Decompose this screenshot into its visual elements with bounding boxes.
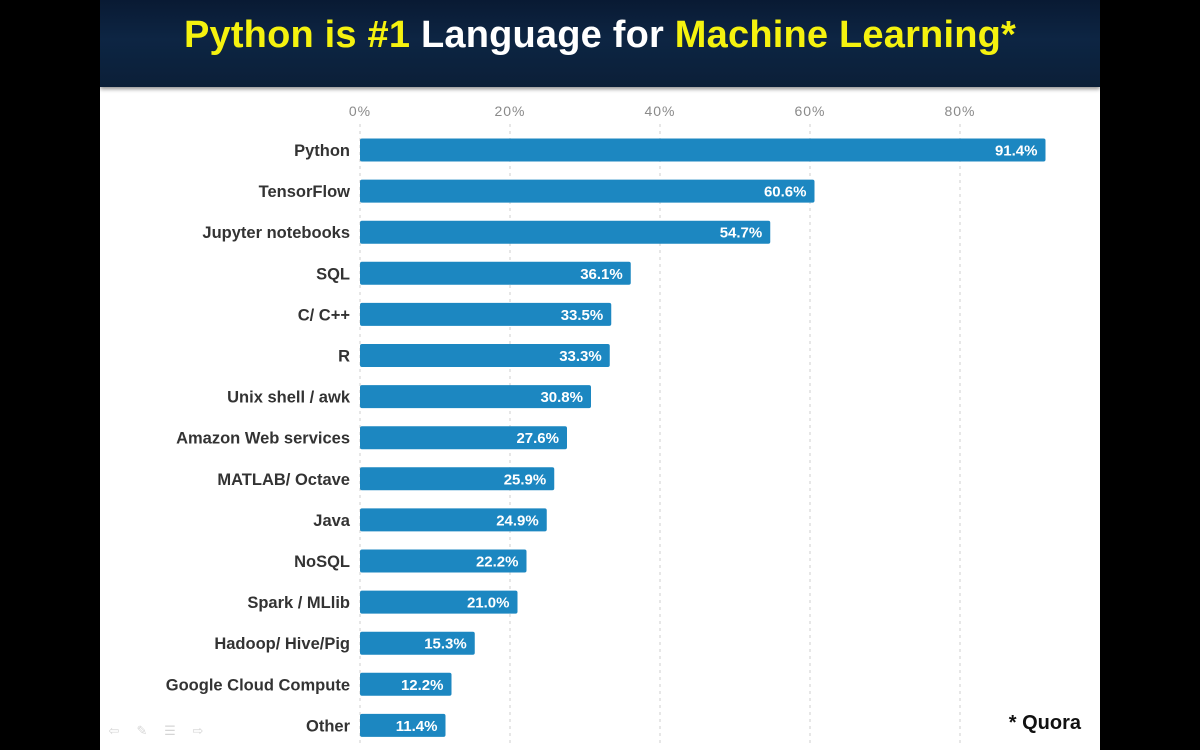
category-label: Hadoop/ Hive/Pig	[214, 635, 350, 653]
category-label: Jupyter notebooks	[202, 224, 350, 242]
slide-controls: ⇦ ✎ ☰ ⇨	[106, 724, 206, 740]
category-label: Unix shell / awk	[227, 389, 351, 407]
bar	[360, 467, 555, 491]
prev-slide-icon[interactable]: ⇦	[108, 723, 120, 738]
bar	[360, 138, 1046, 162]
category-label: C/ C++	[298, 306, 350, 324]
bar	[360, 672, 452, 696]
value-label: 22.2%	[476, 554, 519, 571]
next-slide-icon[interactable]: ⇨	[192, 723, 204, 738]
category-label: SQL	[316, 265, 350, 283]
value-label: 30.8%	[540, 389, 583, 406]
category-label: NoSQL	[294, 553, 350, 571]
category-label: TensorFlow	[259, 183, 351, 201]
category-label: MATLAB/ Octave	[217, 471, 350, 489]
slide: Python is #1 Language for Machine Learni…	[100, 0, 1100, 750]
value-label: 60.6%	[764, 184, 807, 201]
value-label: 54.7%	[720, 225, 763, 242]
category-label: Google Cloud Compute	[166, 676, 350, 694]
bar	[360, 302, 612, 326]
source-note: * Quora	[1008, 712, 1081, 734]
bar-chart: 0% 20% 40% 60% 80% Python 91.4% TensorFlow 60.6%…	[166, 103, 1046, 745]
value-label: 21.0%	[467, 595, 510, 612]
x-tick-label: 60%	[794, 103, 825, 119]
value-label: 11.4%	[396, 718, 438, 735]
bar	[360, 385, 591, 409]
title-banner: Python is #1 Language for Machine Learni…	[100, 0, 1100, 87]
title-part-1: Python is #1	[183, 14, 411, 56]
value-label: 15.3%	[424, 636, 467, 653]
menu-icon[interactable]: ☰	[164, 723, 176, 738]
bar	[360, 508, 547, 532]
bar	[360, 590, 518, 614]
bar	[360, 713, 446, 737]
value-label: 12.2%	[401, 677, 444, 694]
category-label: Java	[313, 512, 351, 530]
slide-title: Python is #1 Language for Machine Learni…	[100, 14, 1100, 57]
bar	[360, 426, 567, 450]
bar	[360, 631, 475, 655]
category-label: Other	[306, 717, 351, 735]
category-label: Python	[294, 142, 350, 160]
bar	[360, 344, 610, 367]
x-tick-label: 0%	[349, 103, 371, 119]
value-label: 24.9%	[496, 512, 539, 529]
category-label: Amazon Web services	[176, 430, 350, 448]
bar	[360, 261, 631, 285]
bar	[360, 179, 815, 203]
x-tick-label: 20%	[494, 103, 525, 119]
category-label: R	[338, 348, 350, 366]
value-label: 91.4%	[995, 143, 1038, 160]
value-label: 25.9%	[504, 471, 547, 488]
value-label: 33.3%	[559, 348, 602, 365]
x-tick-label: 80%	[944, 103, 975, 119]
pen-icon[interactable]: ✎	[136, 723, 148, 738]
value-label: 33.5%	[561, 307, 604, 324]
bar	[360, 220, 771, 244]
x-tick-label: 40%	[644, 103, 675, 119]
category-label: Spark / MLlib	[247, 594, 350, 612]
value-label: 36.1%	[580, 266, 623, 283]
bar	[360, 549, 527, 573]
value-label: 27.6%	[516, 430, 559, 447]
title-part-2: Language for	[420, 14, 665, 56]
title-part-3: Machine Learning*	[674, 14, 1017, 56]
